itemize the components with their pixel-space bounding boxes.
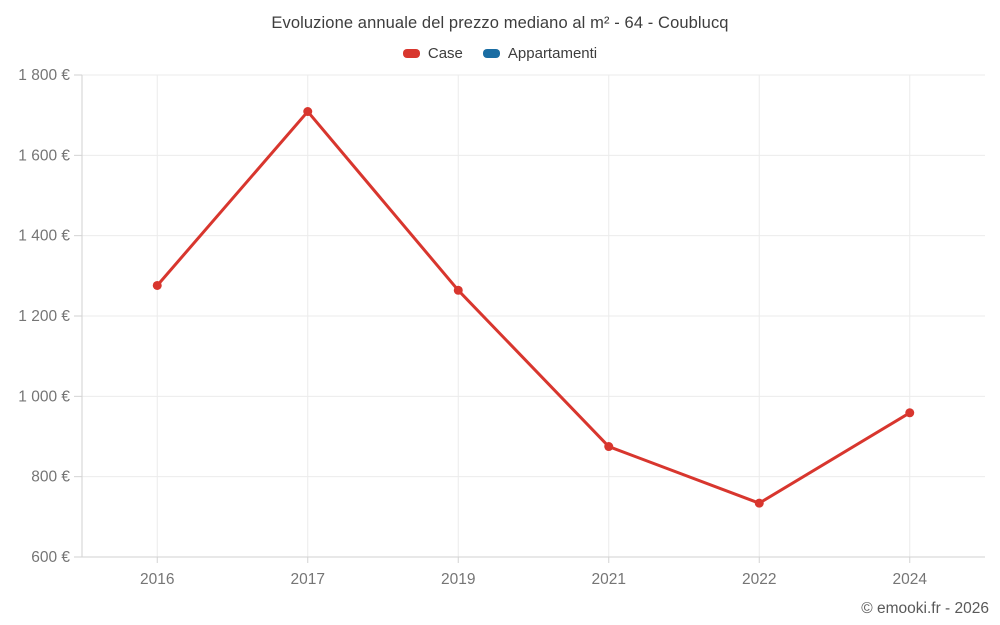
legend-swatch-case bbox=[402, 49, 420, 58]
data-point-case[interactable] bbox=[905, 408, 915, 418]
legend-item-appartamenti[interactable]: Appartamenti bbox=[482, 45, 598, 62]
legend-item-case[interactable]: Case bbox=[402, 45, 463, 62]
data-point-case[interactable] bbox=[453, 285, 463, 295]
x-axis-tick-label: 2021 bbox=[592, 571, 626, 588]
data-point-case[interactable] bbox=[303, 107, 313, 117]
x-axis-tick-label: 2017 bbox=[291, 571, 325, 588]
y-axis-tick-label: 800 € bbox=[31, 469, 70, 486]
y-axis-tick-label: 1 200 € bbox=[18, 308, 70, 325]
legend-swatch-appartamenti bbox=[482, 49, 500, 58]
series-line-case bbox=[155, 110, 912, 505]
y-axis-tick-label: 1 400 € bbox=[18, 228, 70, 245]
y-axis-tick-label: 1 800 € bbox=[18, 67, 70, 84]
data-point-case[interactable] bbox=[152, 280, 162, 290]
copyright-credit: © emooki.fr - 2026 bbox=[861, 600, 989, 617]
x-axis-tick-label: 2019 bbox=[441, 571, 475, 588]
chart-legend: Case Appartamenti bbox=[0, 45, 1000, 62]
y-axis-tick-label: 600 € bbox=[31, 549, 70, 566]
legend-label: Appartamenti bbox=[507, 45, 598, 62]
legend-label: Case bbox=[427, 45, 463, 62]
data-point-case[interactable] bbox=[604, 442, 614, 452]
y-axis-tick-label: 1 000 € bbox=[18, 388, 70, 405]
x-axis-tick-label: 2022 bbox=[742, 571, 776, 588]
y-axis-tick-label: 1 600 € bbox=[18, 147, 70, 164]
data-point-case[interactable] bbox=[754, 498, 764, 508]
x-axis-tick-label: 2024 bbox=[893, 571, 928, 588]
x-axis-tick-label: 2016 bbox=[140, 571, 174, 588]
chart-title: Evoluzione annuale del prezzo mediano al… bbox=[271, 14, 729, 32]
